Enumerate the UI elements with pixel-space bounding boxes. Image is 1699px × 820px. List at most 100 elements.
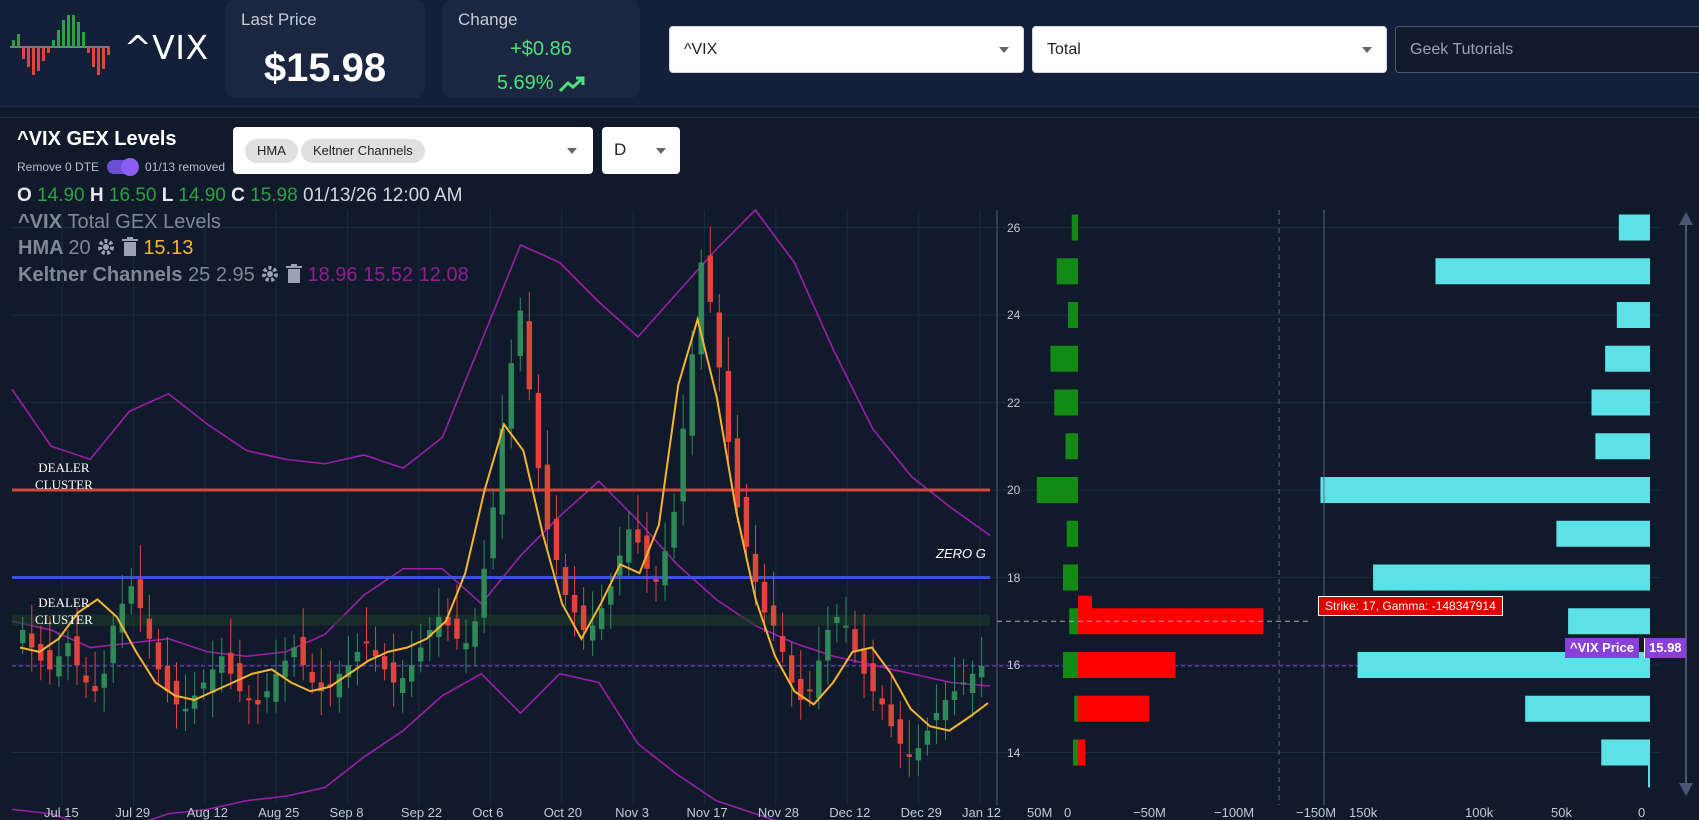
y-tick-label: 26	[1007, 220, 1021, 235]
candle-body	[381, 656, 388, 670]
gamma-positive-bar	[1066, 520, 1078, 547]
gamma-positive-bar	[1068, 302, 1078, 328]
candle-body	[309, 672, 315, 683]
candle-body	[291, 647, 297, 658]
change-absolute: +$0.86	[510, 38, 572, 60]
keltner-channels	[11, 208, 991, 820]
chevron-down-icon	[999, 47, 1009, 53]
gamma-positive-bar	[1036, 477, 1078, 503]
x-tick-label: Aug 12	[186, 805, 228, 820]
open-interest-bars	[1320, 214, 1650, 788]
chip-hma[interactable]: HMA	[245, 139, 298, 163]
candle-body	[65, 643, 71, 657]
candle-body	[915, 748, 922, 761]
open-interest-bar	[1601, 739, 1650, 766]
chevron-down-icon	[656, 148, 666, 154]
candle-body	[978, 665, 985, 678]
ohlc-open: 14.90	[37, 185, 85, 206]
open-interest-bar	[1591, 389, 1650, 416]
candle-body	[454, 618, 460, 639]
change-card: Change +$0.86 5.69%	[442, 0, 640, 98]
candle-body	[924, 730, 931, 745]
candle-body	[752, 553, 759, 582]
candle-body	[544, 464, 551, 530]
vix-price-value: 15.98	[1644, 638, 1686, 658]
open-interest-bar	[1605, 345, 1650, 372]
trending-up-icon	[559, 76, 585, 92]
chart-grid	[12, 210, 1660, 805]
gear-icon[interactable]	[96, 237, 116, 257]
ohlc-l-label: L	[161, 185, 173, 206]
hma-legend-param: 20	[68, 237, 91, 259]
candle-body	[74, 636, 80, 665]
x-tick-label: Jan 12	[962, 805, 1002, 820]
trash-icon[interactable]	[285, 264, 302, 284]
candle-body	[101, 673, 107, 688]
candle-body	[680, 428, 686, 502]
candle-body	[463, 643, 469, 650]
symbol-select[interactable]: ^VIX	[669, 26, 1024, 73]
x-tick-label: Nov 17	[686, 805, 728, 820]
candle-body	[47, 650, 53, 670]
candle-body	[372, 650, 379, 657]
candle-body	[671, 511, 677, 548]
candle-body	[707, 255, 713, 302]
candle-body	[128, 586, 134, 604]
remove-0dte-toggle[interactable]	[107, 158, 140, 176]
candle-body	[119, 603, 125, 633]
hma-legend-value: 15.13	[143, 237, 194, 259]
series-legend: ^VIX Total GEX Levels	[18, 211, 221, 234]
gamma-x-tick: −100M	[1214, 805, 1255, 820]
y-tick-label: 20	[1007, 483, 1021, 497]
ohlc-close: 15.98	[250, 185, 298, 206]
candle-body	[318, 682, 324, 692]
gamma-x-tick: 50M	[1027, 805, 1053, 820]
oi-x-tick: 0	[1638, 805, 1646, 820]
candle-body	[418, 647, 424, 662]
candle-body	[264, 691, 270, 698]
indicator-select[interactable]: HMA Keltner Channels	[233, 127, 593, 174]
candle-body	[38, 644, 44, 661]
candle-body	[942, 700, 949, 721]
candle-body	[779, 636, 786, 652]
y-tick-label: 24	[1007, 308, 1021, 322]
period-select[interactable]: D	[602, 127, 680, 174]
candle-body	[209, 669, 216, 693]
candle-body	[472, 621, 478, 647]
remove-0dte-label: Remove 0 DTE	[17, 160, 100, 174]
candle-body	[137, 579, 144, 609]
gamma-x-tick: 0	[1064, 805, 1072, 820]
candle-body	[698, 262, 704, 355]
candle-body	[743, 497, 750, 547]
gex-type-select[interactable]: Total	[1032, 26, 1387, 73]
candle-body	[861, 648, 867, 674]
candle-body	[689, 354, 695, 436]
legend-ticker: ^VIX	[18, 211, 62, 233]
candle-body	[200, 682, 207, 689]
candle-body	[816, 660, 822, 699]
trash-icon[interactable]	[121, 237, 138, 257]
chip-keltner[interactable]: Keltner Channels	[301, 139, 425, 163]
candle-body	[852, 629, 858, 652]
gear-icon[interactable]	[260, 264, 280, 284]
x-tick-label: Sep 22	[400, 805, 443, 820]
ohlc-low: 14.90	[178, 185, 226, 206]
candle-body	[427, 630, 433, 637]
gex-panel	[0, 117, 1699, 820]
candle-body	[246, 698, 252, 701]
hma-legend: HMA 20 15.13	[18, 237, 193, 260]
candle-body	[228, 652, 234, 674]
candle-body	[933, 713, 940, 721]
gamma-positive-bar	[1065, 433, 1078, 460]
candle-body	[788, 655, 795, 683]
gamma-x-tick: −50M	[1133, 805, 1166, 820]
candle-body	[589, 625, 596, 641]
candle-body	[653, 579, 659, 582]
candle-body	[363, 641, 370, 644]
ohlc-o-label: O	[17, 185, 32, 206]
panel-title: ^VIX GEX Levels	[17, 128, 177, 150]
open-interest-bar	[1320, 477, 1650, 503]
vix-logo	[10, 15, 110, 75]
search-input[interactable]: Geek Tutorials	[1395, 26, 1699, 73]
